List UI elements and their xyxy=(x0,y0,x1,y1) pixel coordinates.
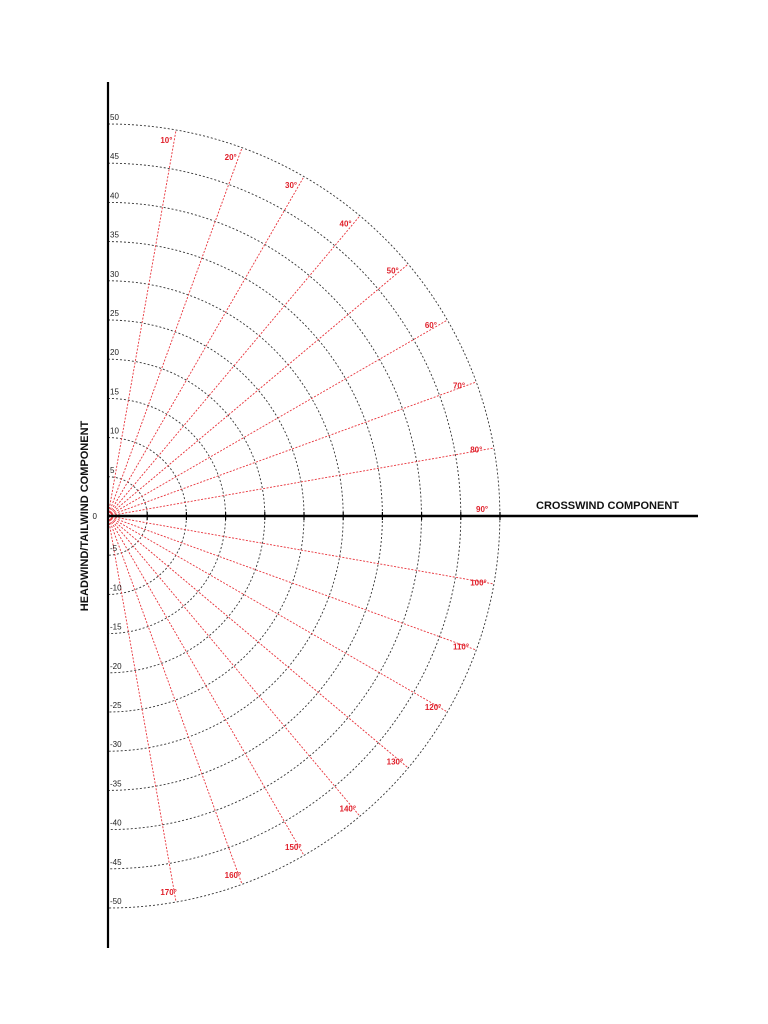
vertical-tick-label: 10 xyxy=(110,427,119,436)
angle-label-20: 20° xyxy=(225,153,237,162)
radial-line-30 xyxy=(107,176,305,517)
vertical-tick-label: -25 xyxy=(110,701,122,710)
vertical-tick-label: 25 xyxy=(110,309,119,318)
ring-50 xyxy=(107,123,501,909)
axes-group xyxy=(106,82,698,948)
angle-label-120: 120° xyxy=(425,703,442,712)
radial-line-10 xyxy=(107,129,177,517)
radial-line-60 xyxy=(107,319,448,517)
radial-line-150 xyxy=(107,515,305,856)
vertical-tick-label: -45 xyxy=(110,858,122,867)
radial-line-140 xyxy=(107,515,361,817)
vertical-tick-label: 20 xyxy=(110,348,119,357)
vertical-tick-label: 5 xyxy=(110,466,115,475)
vertical-tick-label: -50 xyxy=(110,897,122,906)
angle-label-140: 140° xyxy=(340,805,357,814)
ring-20 xyxy=(107,358,266,674)
angle-label-80: 80° xyxy=(470,446,482,455)
tick-labels-group: 50454035302520151050-5-10-15-20-25-30-35… xyxy=(93,113,123,906)
angle-label-10: 10° xyxy=(160,136,172,145)
vertical-tick-label: -30 xyxy=(110,740,122,749)
angle-label-40: 40° xyxy=(340,219,352,228)
angle-labels-group: 10° 20° 30° 40° 50° 60° 70° 80° 90° 100° 110° 120° 1… xyxy=(160,136,488,897)
angle-label-170: 170° xyxy=(160,888,177,897)
vertical-tick-label: -15 xyxy=(110,623,122,632)
angle-label-110: 110° xyxy=(453,643,469,652)
crosswind-axis-title: CROSSWIND COMPONENT xyxy=(536,500,679,512)
vertical-tick-label: -40 xyxy=(110,819,122,828)
radial-line-170 xyxy=(107,515,177,903)
angle-label-100: 100° xyxy=(470,578,487,587)
angle-label-50: 50° xyxy=(387,266,399,275)
radial-line-40 xyxy=(107,215,361,517)
ring-10 xyxy=(107,437,187,595)
radial-line-160 xyxy=(107,515,243,885)
ticks-group xyxy=(146,512,501,520)
radial-line-20 xyxy=(107,147,243,517)
vertical-tick-label: -10 xyxy=(110,583,122,592)
vertical-tick-label: -20 xyxy=(110,662,122,671)
radial-line-70 xyxy=(107,381,477,517)
vertical-tick-label: -35 xyxy=(110,779,122,788)
radial-line-110 xyxy=(107,515,477,651)
ring-25 xyxy=(107,319,305,713)
angle-label-90: 90° xyxy=(476,505,488,514)
radial-line-80 xyxy=(107,447,495,517)
radial-line-130 xyxy=(107,515,409,769)
vertical-tick-label: 40 xyxy=(110,191,119,200)
radial-line-120 xyxy=(107,515,448,713)
headwind-tailwind-axis-title: HEADWIND/TAILWIND COMPONENT xyxy=(79,420,91,611)
radial-line-50 xyxy=(107,263,409,517)
vertical-tick-label: -5 xyxy=(110,544,118,553)
vertical-tick-label: 50 xyxy=(110,113,119,122)
angle-label-160: 160° xyxy=(225,871,242,880)
angle-label-70: 70° xyxy=(453,381,465,390)
vertical-tick-label: 15 xyxy=(110,387,119,396)
angle-label-30: 30° xyxy=(285,181,297,190)
radial-line-100 xyxy=(107,515,495,585)
angle-label-60: 60° xyxy=(425,321,437,330)
angle-label-130: 130° xyxy=(387,758,404,767)
vertical-tick-label: 35 xyxy=(110,231,119,240)
vertical-tick-label: 0 xyxy=(93,512,98,521)
vertical-tick-label: 45 xyxy=(110,152,119,161)
angle-label-150: 150° xyxy=(285,843,302,852)
vertical-tick-label: 30 xyxy=(110,270,119,279)
